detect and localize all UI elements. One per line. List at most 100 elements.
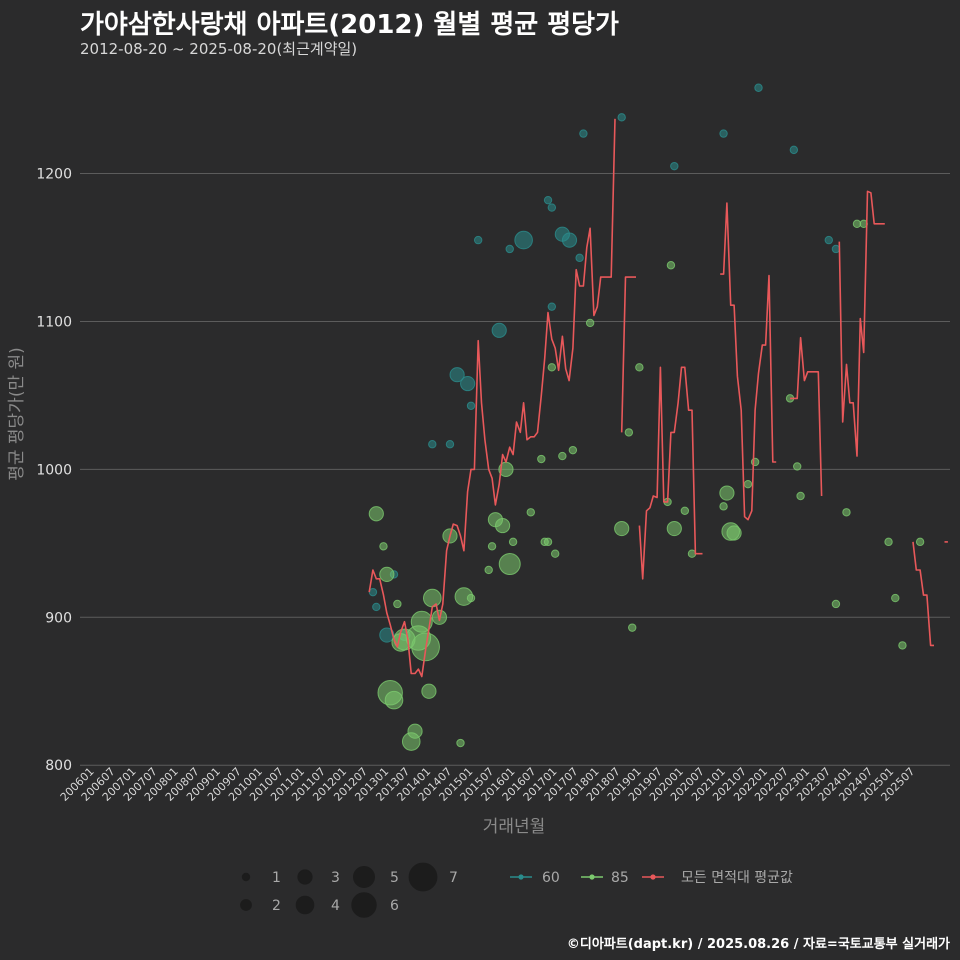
x-ticks: 2006012006072007012007072008012008072009… <box>58 765 918 804</box>
data-point-85 <box>384 690 404 710</box>
avg-line-segment <box>912 541 934 647</box>
size-legend-circle <box>240 899 252 911</box>
data-point-85 <box>410 610 433 633</box>
data-point-85 <box>915 537 925 547</box>
data-point-85 <box>743 479 753 489</box>
data-point-85 <box>898 641 907 650</box>
y-tick-label: 1200 <box>36 167 72 183</box>
size-legend-circle <box>351 892 377 918</box>
data-point-60 <box>449 367 465 383</box>
data-point-60 <box>670 161 679 171</box>
data-point-85 <box>547 363 557 372</box>
data-point-85 <box>526 508 535 517</box>
size-legend-circle <box>241 872 251 882</box>
points-layer <box>368 83 925 751</box>
data-point-60 <box>445 440 455 449</box>
data-point-60 <box>579 129 588 138</box>
series-legend-label: 모든 면적대 평균값 <box>681 870 793 886</box>
avg-line-layer <box>368 118 948 678</box>
size-legend-label: 4 <box>331 898 340 914</box>
data-point-85 <box>379 566 395 582</box>
data-point-85 <box>614 520 630 537</box>
avg-line-segment <box>720 202 777 521</box>
data-point-60 <box>543 195 553 205</box>
data-point-85 <box>407 723 423 739</box>
data-point-60 <box>789 145 799 155</box>
data-point-60 <box>491 322 507 338</box>
series-legend-dot <box>589 874 595 880</box>
avg-line-segment <box>638 366 703 580</box>
size-legend-circle <box>408 862 438 892</box>
size-legend-circle <box>295 895 315 915</box>
size-legend-label: 3 <box>331 870 340 886</box>
size-legend-label: 2 <box>272 898 281 914</box>
chart-subtitle: 2012-08-20 ~ 2025-08-20(최근계약일) <box>80 40 358 58</box>
data-point-85 <box>726 525 742 541</box>
data-point-85 <box>422 588 442 608</box>
x-axis-title: 거래년월 <box>483 817 546 837</box>
data-point-60 <box>372 602 381 612</box>
data-point-85 <box>466 593 476 603</box>
y-tick-label: 1100 <box>36 314 72 330</box>
data-point-85 <box>666 261 676 270</box>
chart-title: 가야삼한사랑채 아파트(2012) 월별 평균 평당가 <box>80 10 619 40</box>
data-point-85 <box>487 542 497 551</box>
series-legend-dot <box>650 874 656 880</box>
data-point-85 <box>498 553 521 576</box>
data-point-85 <box>680 506 690 515</box>
avg-line-segment <box>790 336 823 497</box>
data-point-85 <box>585 318 595 328</box>
y-tick-label: 800 <box>45 758 72 774</box>
data-point-85 <box>568 445 578 455</box>
size-legend-label: 7 <box>449 870 458 886</box>
data-point-85 <box>558 451 567 461</box>
data-point-60 <box>368 587 378 597</box>
series-legend-dot <box>518 874 524 880</box>
legend: 1 2 3 4 5 6 7 60 85 모든 면적대 평균값 <box>240 862 793 918</box>
data-point-85 <box>842 508 851 517</box>
data-point-85 <box>508 537 518 547</box>
data-point-85 <box>368 506 384 522</box>
data-point-60 <box>831 244 841 254</box>
data-point-85 <box>719 485 735 501</box>
data-point-85 <box>421 683 437 699</box>
data-point-85 <box>831 599 841 609</box>
size-legend-label: 6 <box>390 898 399 914</box>
data-point-60 <box>561 232 578 248</box>
grid-layer <box>80 173 950 766</box>
series-legend-label: 60 <box>542 870 560 886</box>
data-point-85 <box>666 520 682 537</box>
data-point-85 <box>393 599 402 609</box>
size-legend-label: 1 <box>272 870 281 886</box>
data-point-85 <box>484 565 493 575</box>
data-point-60 <box>379 627 395 643</box>
y-axis-title: 평균 평당가(만 원) <box>7 347 27 481</box>
data-point-60 <box>754 83 763 92</box>
size-legend-circle <box>353 866 375 888</box>
data-point-85 <box>628 623 637 632</box>
data-point-85 <box>793 462 802 471</box>
data-point-60 <box>824 235 833 245</box>
data-point-60 <box>514 230 533 250</box>
data-point-60 <box>473 235 483 245</box>
data-point-85 <box>635 363 644 372</box>
data-point-60 <box>719 129 728 138</box>
data-point-60 <box>575 253 584 263</box>
data-point-85 <box>543 537 553 547</box>
data-point-85 <box>494 517 511 534</box>
data-point-85 <box>624 428 634 437</box>
data-point-60 <box>466 401 476 410</box>
avg-line-segment <box>838 190 885 457</box>
data-point-60 <box>547 302 557 311</box>
series-legend-label: 85 <box>611 870 629 886</box>
data-point-85 <box>796 491 805 501</box>
data-point-85 <box>719 502 728 511</box>
data-point-85 <box>537 454 546 464</box>
data-point-60 <box>505 244 514 254</box>
y-tick-label: 900 <box>45 610 72 626</box>
data-point-60 <box>617 113 626 122</box>
data-point-60 <box>428 440 437 449</box>
data-point-60 <box>460 375 476 392</box>
y-ticks: 800 900 1000 1100 1200 <box>36 167 72 775</box>
